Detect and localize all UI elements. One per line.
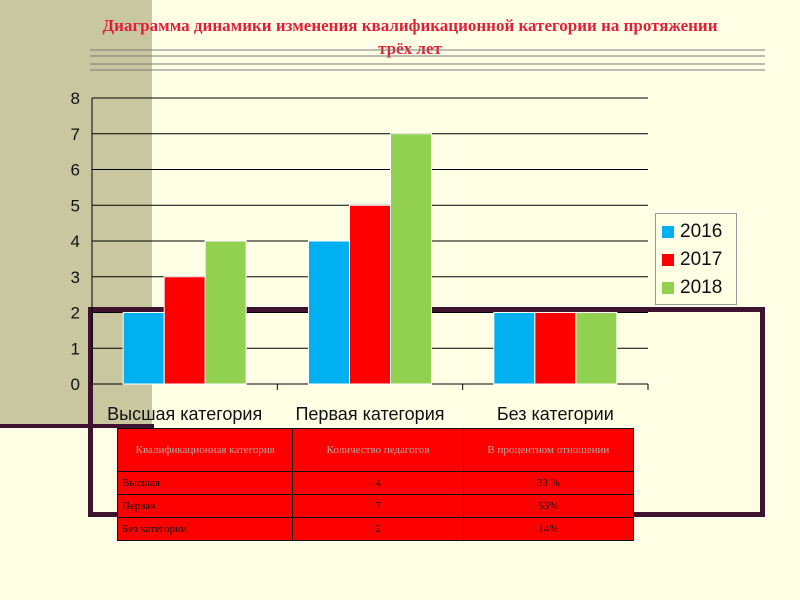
y-tick-label: 1 (71, 339, 80, 358)
y-tick-label: 6 (71, 161, 80, 180)
legend-label: 2016 (680, 221, 723, 242)
bar (308, 240, 350, 385)
bar (390, 133, 432, 385)
table-cell: 53% (462, 494, 635, 518)
table-row: Без категории 2 14% (116, 517, 635, 541)
bar (575, 312, 618, 385)
table-cell: 7 (292, 494, 464, 518)
legend-swatch (662, 254, 674, 266)
legend-label: 2018 (680, 277, 723, 298)
bar (122, 312, 165, 385)
bar (493, 312, 536, 385)
legend-item: 2017 (662, 246, 730, 274)
column-header: В процентном отношении (462, 428, 635, 472)
decorative-divider (0, 424, 154, 428)
bar (163, 276, 206, 385)
bar (204, 240, 247, 385)
legend-label: 2017 (680, 249, 723, 270)
table-cell: Высшая (116, 471, 294, 495)
y-tick-label: 3 (71, 268, 80, 287)
y-tick-label: 2 (71, 304, 80, 323)
table-cell: 33 % (462, 471, 635, 495)
y-tick-label: 4 (71, 232, 80, 251)
table-cell: 2 (292, 517, 464, 541)
table-row: Высшая 4 33 % (116, 471, 635, 495)
legend-item: 2016 (662, 218, 730, 246)
table-cell: Без категории (116, 517, 294, 541)
column-header: Количество педагогов (292, 428, 464, 472)
bar-chart: 0 1 2 3 4 5 6 7 8 Высшая категория Первая категори… (71, 89, 649, 424)
table-header-row: Квалификационная категория Количество пе… (116, 428, 635, 472)
legend-item: 2018 (662, 274, 730, 302)
x-tick-label: Высшая категория (107, 404, 262, 424)
y-tick-label: 8 (71, 89, 80, 108)
y-tick-label: 0 (71, 375, 80, 394)
table-cell: 4 (292, 471, 464, 495)
column-header: Квалификационная категория (116, 428, 294, 472)
x-tick-label: Без категории (497, 404, 614, 424)
x-tick-label: Первая категория (295, 404, 444, 424)
table-row: Первая 7 53% (116, 494, 635, 518)
title-underline (90, 49, 765, 71)
bar (349, 204, 391, 385)
legend-swatch (662, 226, 674, 238)
y-tick-label: 7 (71, 125, 80, 144)
legend-swatch (662, 282, 674, 294)
table-cell: Первая (116, 494, 294, 518)
chart-title: Диаграмма динамики изменения квалификаци… (102, 16, 718, 58)
bar (534, 312, 577, 385)
y-tick-label: 5 (71, 196, 80, 215)
chart-legend: 2016 2017 2018 (655, 213, 737, 305)
table-cell: 14% (462, 517, 635, 541)
qualification-table: Квалификационная категория Количество пе… (116, 428, 635, 541)
